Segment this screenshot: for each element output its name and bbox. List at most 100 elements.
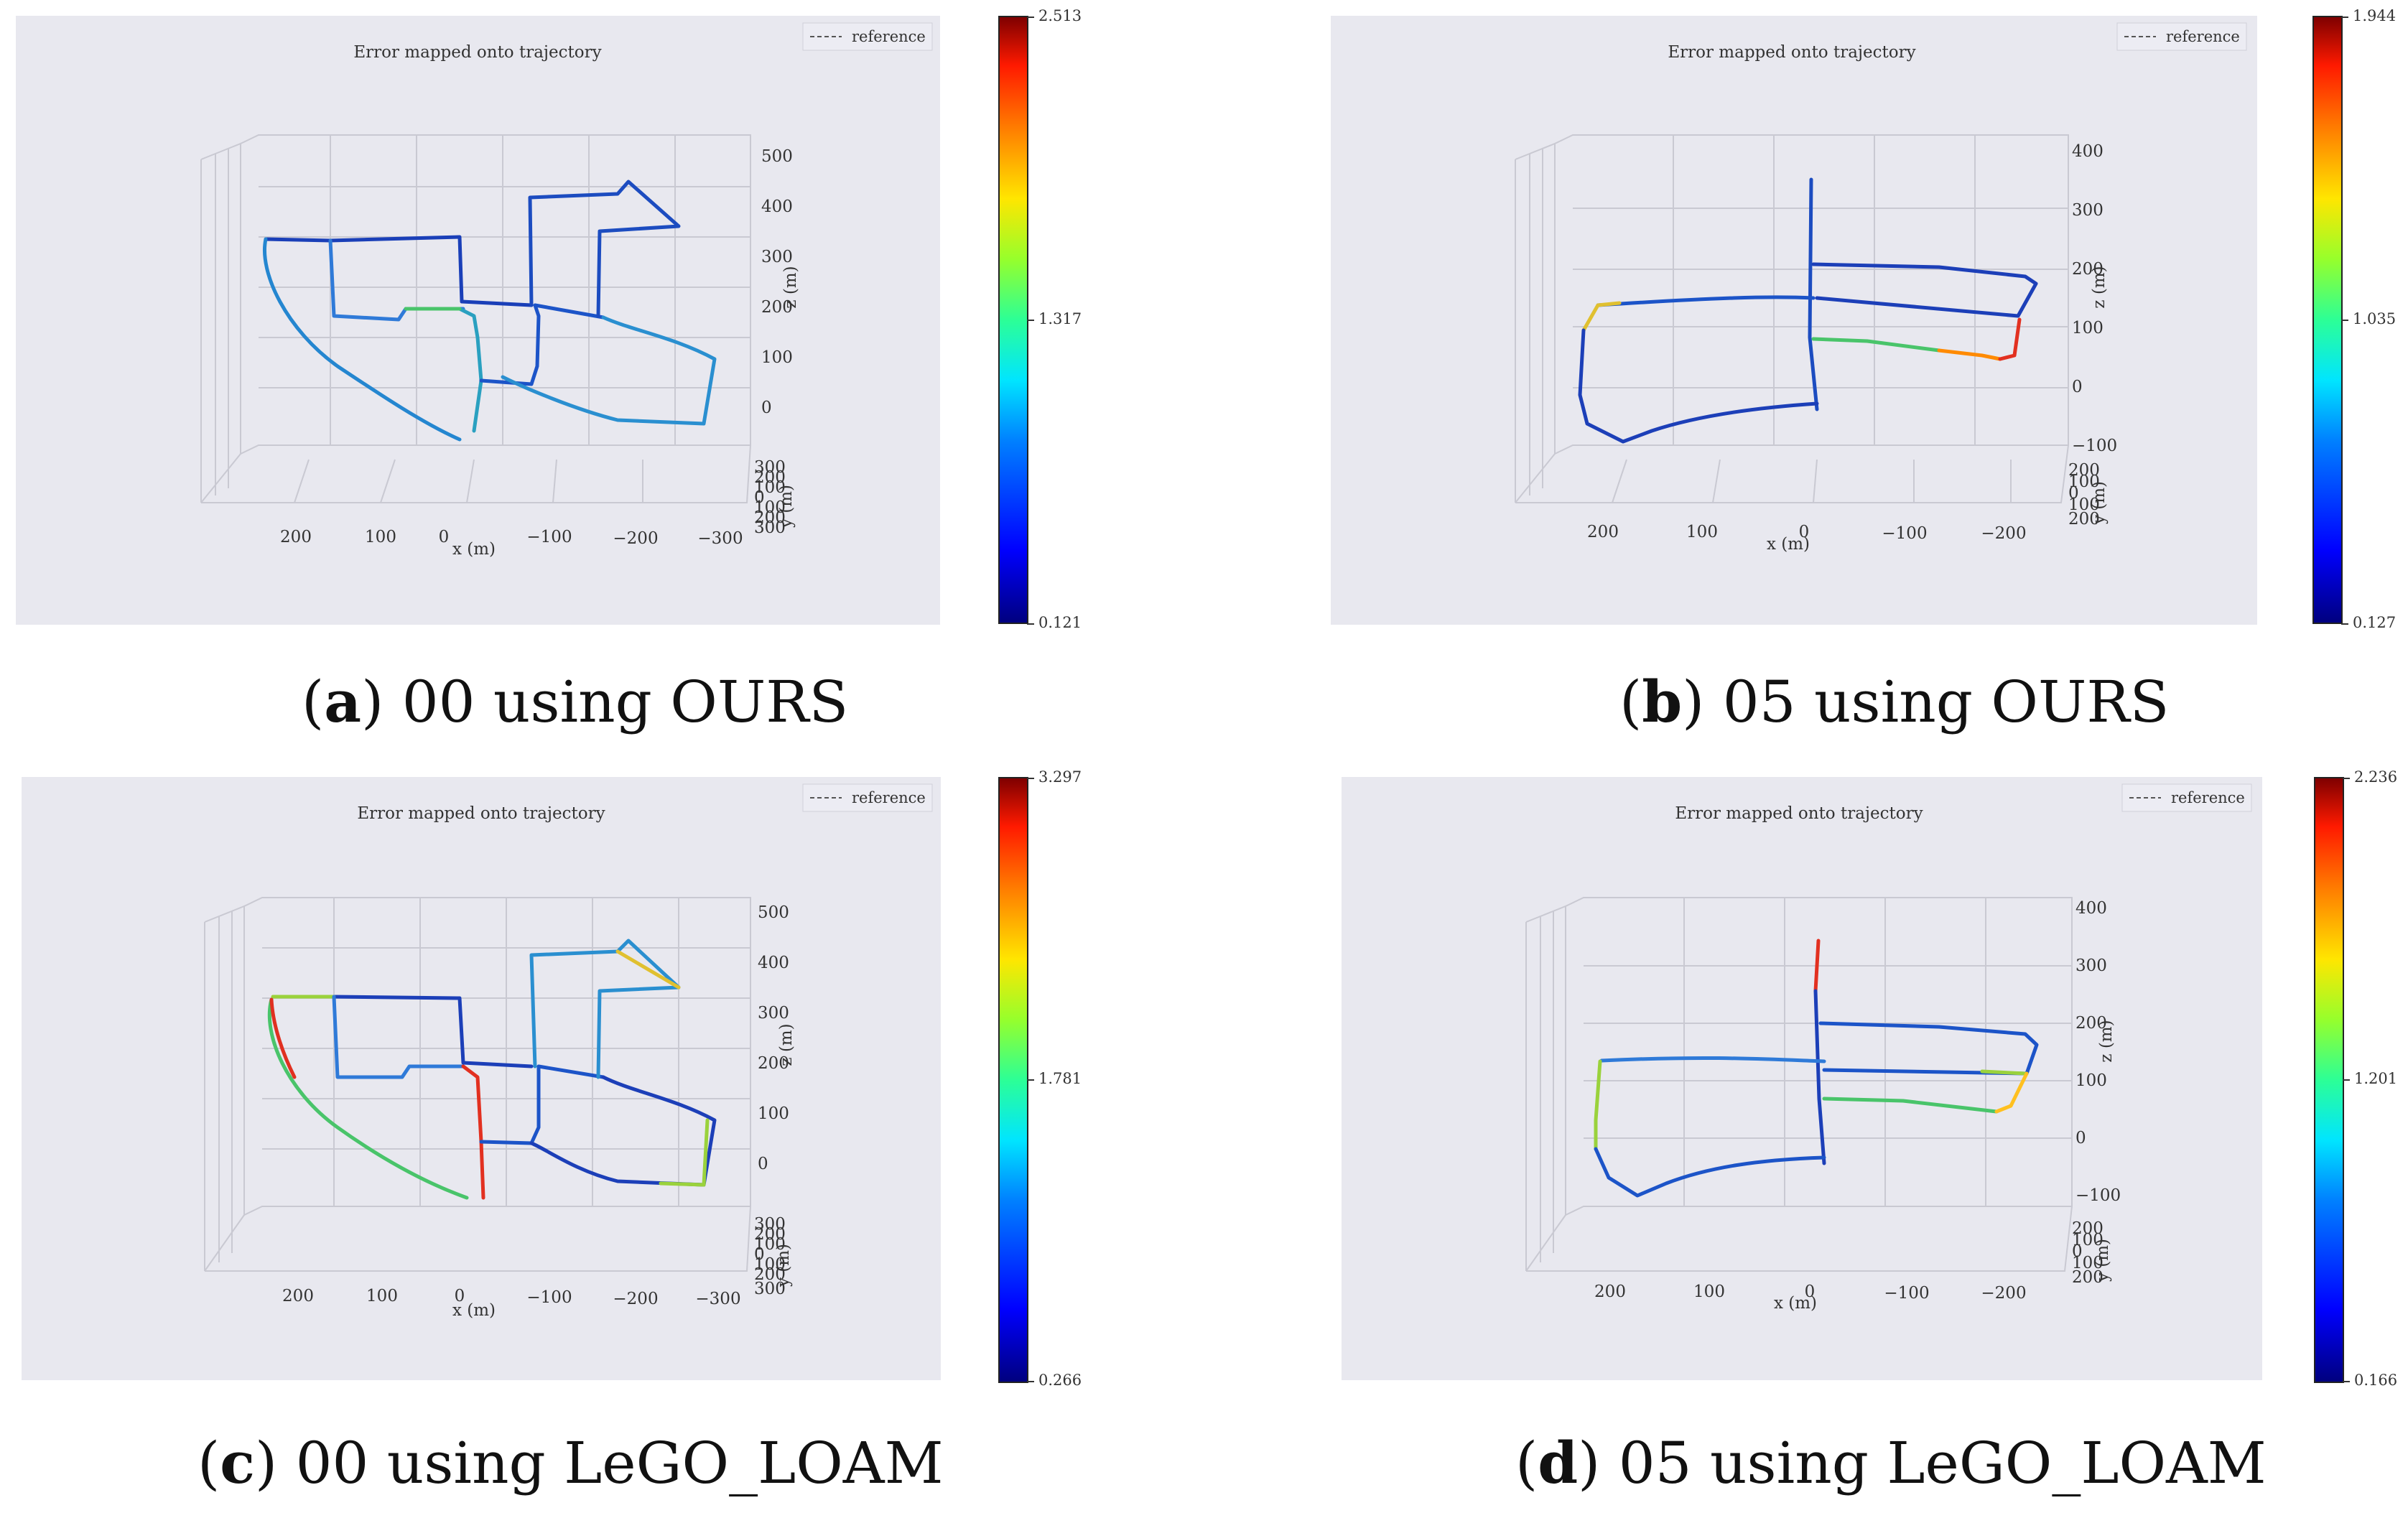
z-tick: 100 <box>761 348 793 367</box>
legend: reference <box>802 783 933 812</box>
x-tick: 100 <box>1686 523 1718 541</box>
z-tick: 400 <box>2075 899 2107 918</box>
y-tick: 0 <box>754 1245 765 1264</box>
z-axis-label: z (m) <box>781 266 800 308</box>
x-tick: −300 <box>697 529 743 548</box>
caption-c: (c) 00 using LeGO_LOAM <box>197 1429 944 1496</box>
y-axis-label: y (m) <box>2090 481 2109 525</box>
legend-label: reference <box>2171 789 2245 806</box>
x-tick: −100 <box>526 528 572 546</box>
z-tick: 200 <box>758 1054 789 1073</box>
colorbar-min: 0.166 <box>2343 1372 2397 1389</box>
z-tick: 0 <box>761 399 772 417</box>
legend: reference <box>2121 783 2252 812</box>
trajectory-plot-b: Error mapped onto trajectory reference 2… <box>1515 22 2247 554</box>
y-tick: 200 <box>2068 461 2100 480</box>
y-tick: 0 <box>2072 1242 2083 1261</box>
colorbar-max: 2.513 <box>1027 7 1082 24</box>
caption-text: ) 00 using OURS <box>361 669 849 735</box>
z-tick: −100 <box>2075 1186 2121 1205</box>
x-tick: −200 <box>613 529 658 548</box>
z-tick: 200 <box>2075 1014 2107 1033</box>
z-tick: 0 <box>758 1155 768 1173</box>
x-tick: −200 <box>1981 1284 2026 1303</box>
y-tick: 100 <box>2072 1254 2103 1272</box>
colorbar-max: 1.944 <box>2341 7 2396 24</box>
y-tick: 300 <box>754 1280 786 1298</box>
x-axis-label: x (m) <box>1774 1294 1817 1313</box>
y-tick: 200 <box>2068 510 2100 529</box>
plot-area-c <box>22 777 941 1380</box>
caption-letter: a <box>324 668 362 735</box>
y-tick: 300 <box>754 518 786 537</box>
z-tick: 300 <box>2072 201 2103 220</box>
plot-area-d <box>1342 777 2262 1380</box>
x-tick: 100 <box>365 528 396 546</box>
caption-text: ) 05 using OURS <box>1682 669 2170 735</box>
colorbar-min: 0.121 <box>1027 614 1082 631</box>
colorbar-mid: 1.201 <box>2343 1070 2397 1087</box>
z-tick: 300 <box>758 1004 789 1023</box>
z-tick: 100 <box>758 1104 789 1123</box>
legend-label: reference <box>2166 28 2240 45</box>
colorbar-min: 0.266 <box>1027 1372 1082 1389</box>
plot-title: Error mapped onto trajectory <box>1668 43 1915 62</box>
x-tick: −100 <box>1882 524 1927 543</box>
x-tick: 200 <box>280 528 312 546</box>
z-tick: 400 <box>2072 142 2103 161</box>
y-tick: 100 <box>2072 1231 2103 1249</box>
y-tick: 200 <box>2072 1268 2103 1287</box>
z-axis-label: z (m) <box>777 1023 796 1066</box>
x-tick: 200 <box>1587 523 1619 541</box>
z-tick: 0 <box>2072 378 2083 396</box>
z-tick: 200 <box>2072 260 2103 279</box>
plot-title: Error mapped onto trajectory <box>357 804 605 823</box>
z-axis-label: z (m) <box>2090 266 2109 308</box>
y-tick: 200 <box>754 468 786 487</box>
y-axis-label: y (m) <box>777 485 796 529</box>
y-axis-label: y (m) <box>2093 1239 2112 1282</box>
plot-area-a <box>16 16 940 625</box>
z-tick: 300 <box>761 248 793 266</box>
x-tick: −200 <box>613 1290 658 1308</box>
x-tick: −300 <box>695 1290 740 1308</box>
caption-d: (d) 05 using LeGO_LOAM <box>1515 1429 2267 1496</box>
colorbar-d <box>2314 777 2344 1383</box>
y-tick: 300 <box>754 458 786 477</box>
z-tick: 0 <box>2075 1129 2086 1147</box>
legend-label: reference <box>852 789 926 806</box>
colorbar-mid: 1.317 <box>1027 310 1082 327</box>
colorbar-b <box>2312 16 2343 624</box>
x-axis-label: x (m) <box>452 1301 496 1320</box>
plot-title: Error mapped onto trajectory <box>1675 804 1923 823</box>
caption-a: (a) 00 using OURS <box>302 668 849 735</box>
colorbar-mid: 1.781 <box>1027 1070 1082 1087</box>
z-tick: 200 <box>761 298 793 317</box>
y-tick: 200 <box>754 508 786 527</box>
x-tick: 0 <box>1805 1282 1816 1301</box>
x-tick: 100 <box>1693 1282 1725 1301</box>
x-tick: 0 <box>439 528 450 546</box>
x-axis-label: x (m) <box>452 540 496 559</box>
plot-title: Error mapped onto trajectory <box>353 43 601 62</box>
colorbar-mid: 1.035 <box>2341 310 2396 327</box>
y-tick: 100 <box>754 478 786 497</box>
y-tick: 100 <box>754 1255 786 1274</box>
caption-text: ) 00 using LeGO_LOAM <box>254 1430 944 1496</box>
y-tick: 200 <box>2072 1219 2103 1238</box>
caption-letter: c <box>220 1429 255 1496</box>
x-tick: 100 <box>366 1287 398 1305</box>
legend: reference <box>2116 22 2247 51</box>
z-tick: 500 <box>761 147 793 166</box>
trajectory-plot-a: Error mapped onto trajectory reference 2… <box>200 22 933 559</box>
z-tick: 400 <box>761 197 793 216</box>
x-tick: −100 <box>1884 1284 1929 1303</box>
y-axis-label: y (m) <box>774 1244 793 1288</box>
legend-label: reference <box>852 28 926 45</box>
x-tick: 200 <box>282 1287 314 1305</box>
y-tick: 100 <box>2068 472 2100 491</box>
y-tick: 100 <box>754 498 786 517</box>
z-tick: 100 <box>2075 1071 2107 1090</box>
